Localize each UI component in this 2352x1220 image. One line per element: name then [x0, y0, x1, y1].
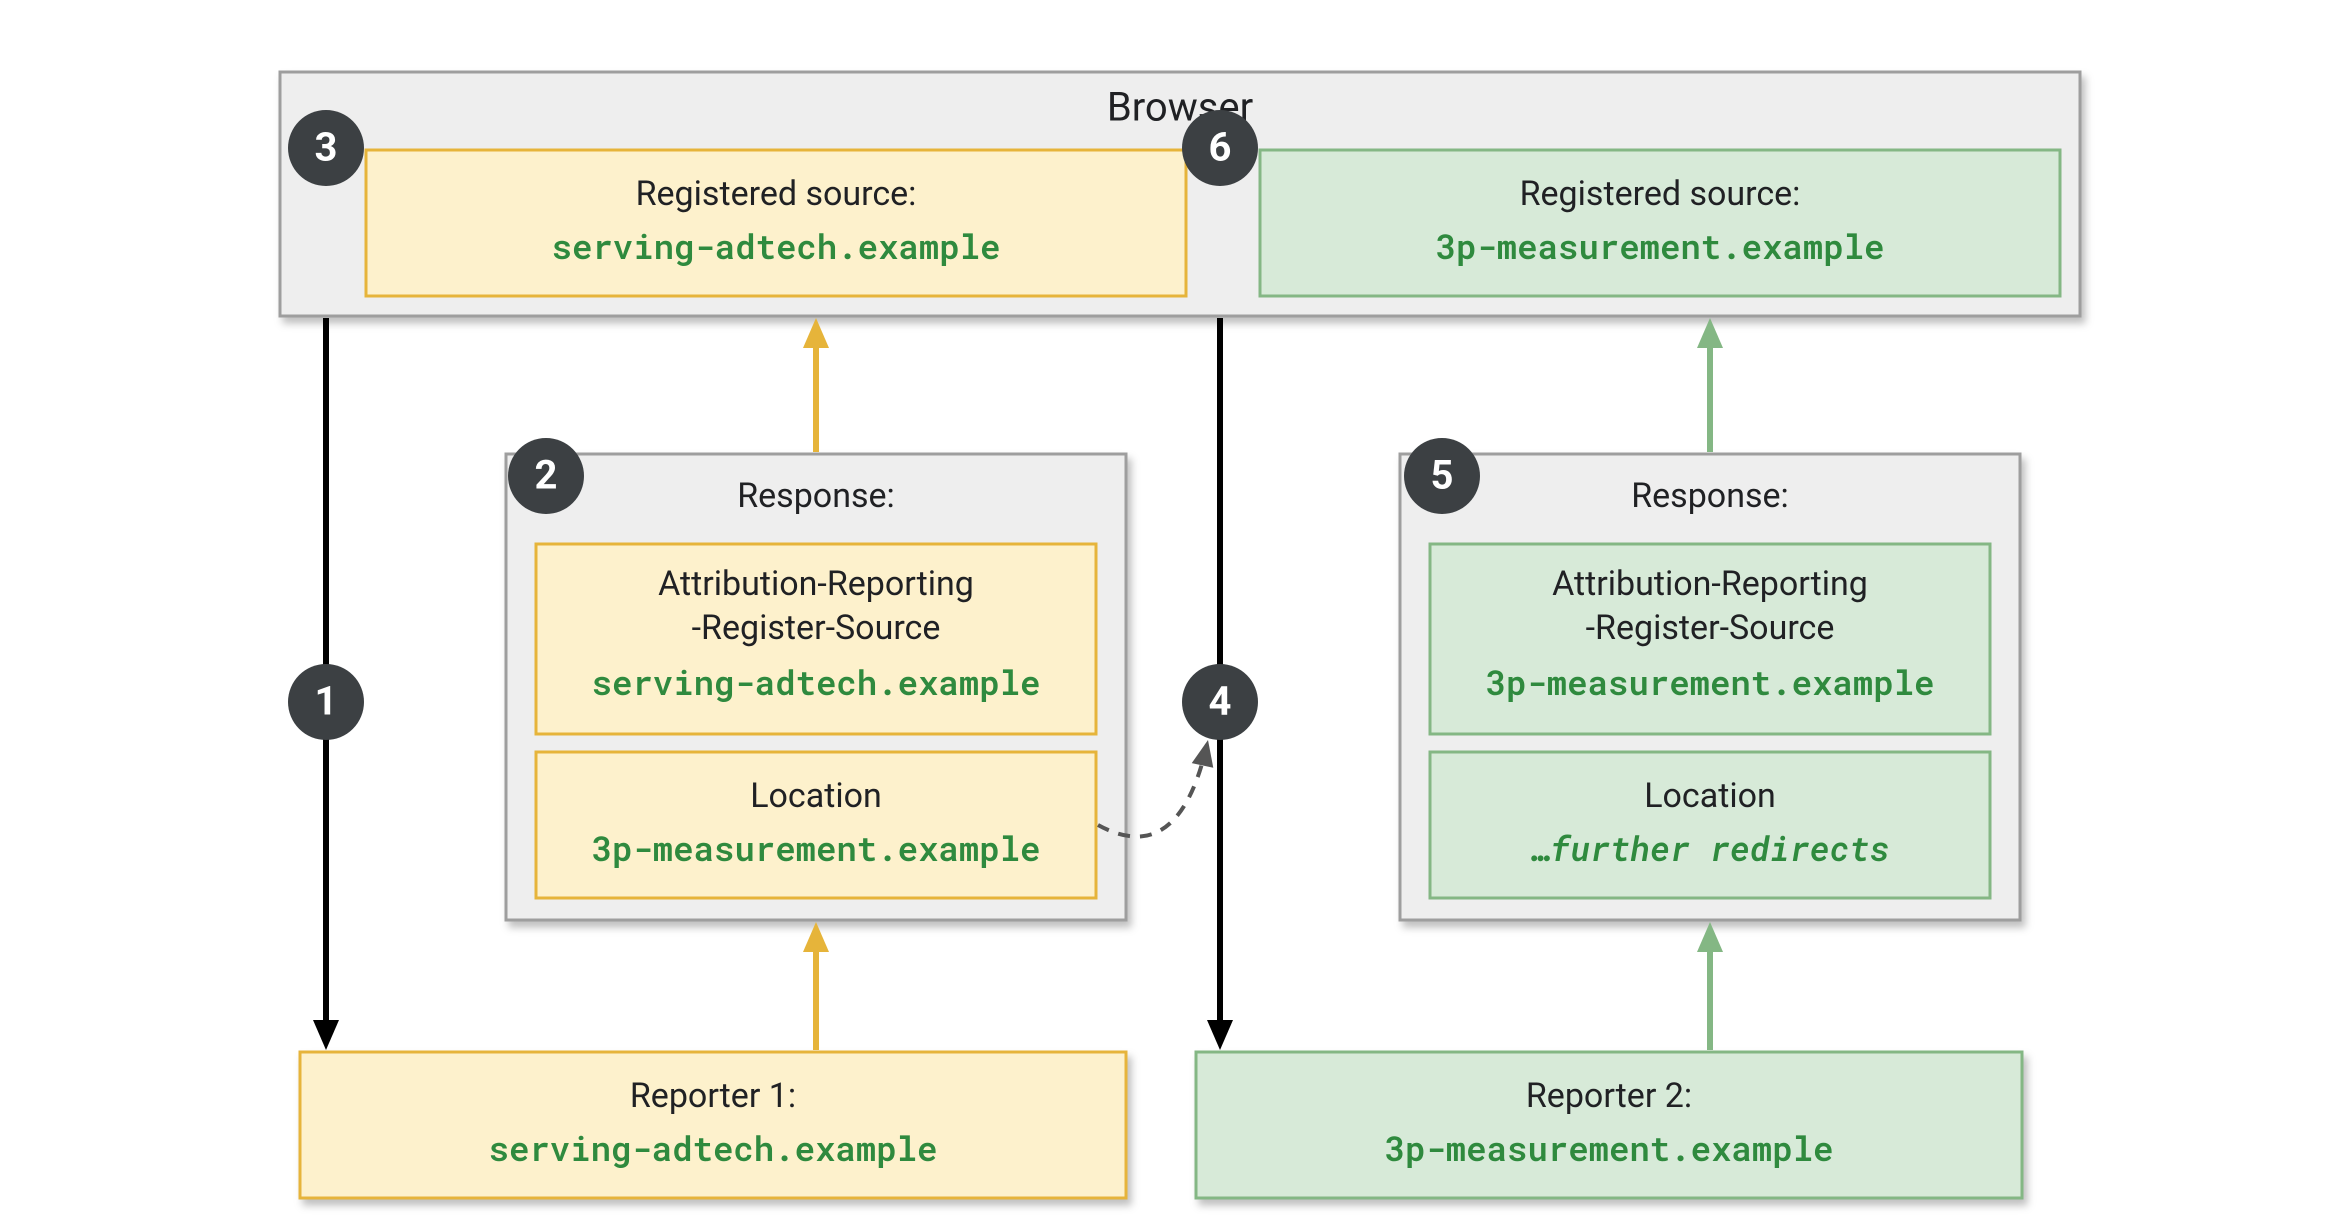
svg-text:-Register-Source: -Register-Source [1586, 608, 1835, 648]
registered-source-right-url: 3p-measurement.example [1436, 224, 1885, 269]
svg-text:Attribution-Reporting: Attribution-Reporting [658, 564, 974, 604]
step-badge-6-label: 6 [1209, 124, 1232, 171]
svg-text:Attribution-Reporting: Attribution-Reporting [1552, 564, 1868, 604]
diagram-stage: { "canvas": { "width": 2352, "height": 1… [0, 0, 2352, 1220]
svg-text:3p-measurement.example: 3p-measurement.example [1486, 660, 1935, 705]
diagram-svg: BrowserRegistered source:serving-adtech.… [0, 0, 2352, 1220]
registered-source-left-label: Registered source: [636, 174, 917, 214]
svg-text:3p-measurement.example: 3p-measurement.example [1385, 1126, 1834, 1171]
svg-text:serving-adtech.example: serving-adtech.example [489, 1126, 938, 1171]
registered-source-left-url: serving-adtech.example [552, 224, 1001, 269]
svg-text:-Register-Source: -Register-Source [692, 608, 941, 648]
svg-text:3p-measurement.example: 3p-measurement.example [592, 826, 1041, 871]
svg-text:Reporter 1:: Reporter 1: [630, 1076, 796, 1116]
step-badge-5-label: 5 [1431, 452, 1454, 499]
svg-text:…further redirects: …further redirects [1530, 826, 1889, 871]
svg-text:Location: Location [1644, 776, 1776, 816]
svg-text:Reporter 2:: Reporter 2: [1526, 1076, 1692, 1116]
step-badge-4-label: 4 [1209, 678, 1232, 725]
registered-source-right-label: Registered source: [1520, 174, 1801, 214]
response-right-title: Response: [1631, 476, 1789, 516]
step-badge-1-label: 1 [315, 678, 338, 725]
step-badge-3-label: 3 [315, 124, 338, 171]
step-badge-2-label: 2 [535, 452, 558, 499]
svg-text:Location: Location [750, 776, 882, 816]
svg-text:serving-adtech.example: serving-adtech.example [592, 660, 1041, 705]
response-left-title: Response: [737, 476, 895, 516]
